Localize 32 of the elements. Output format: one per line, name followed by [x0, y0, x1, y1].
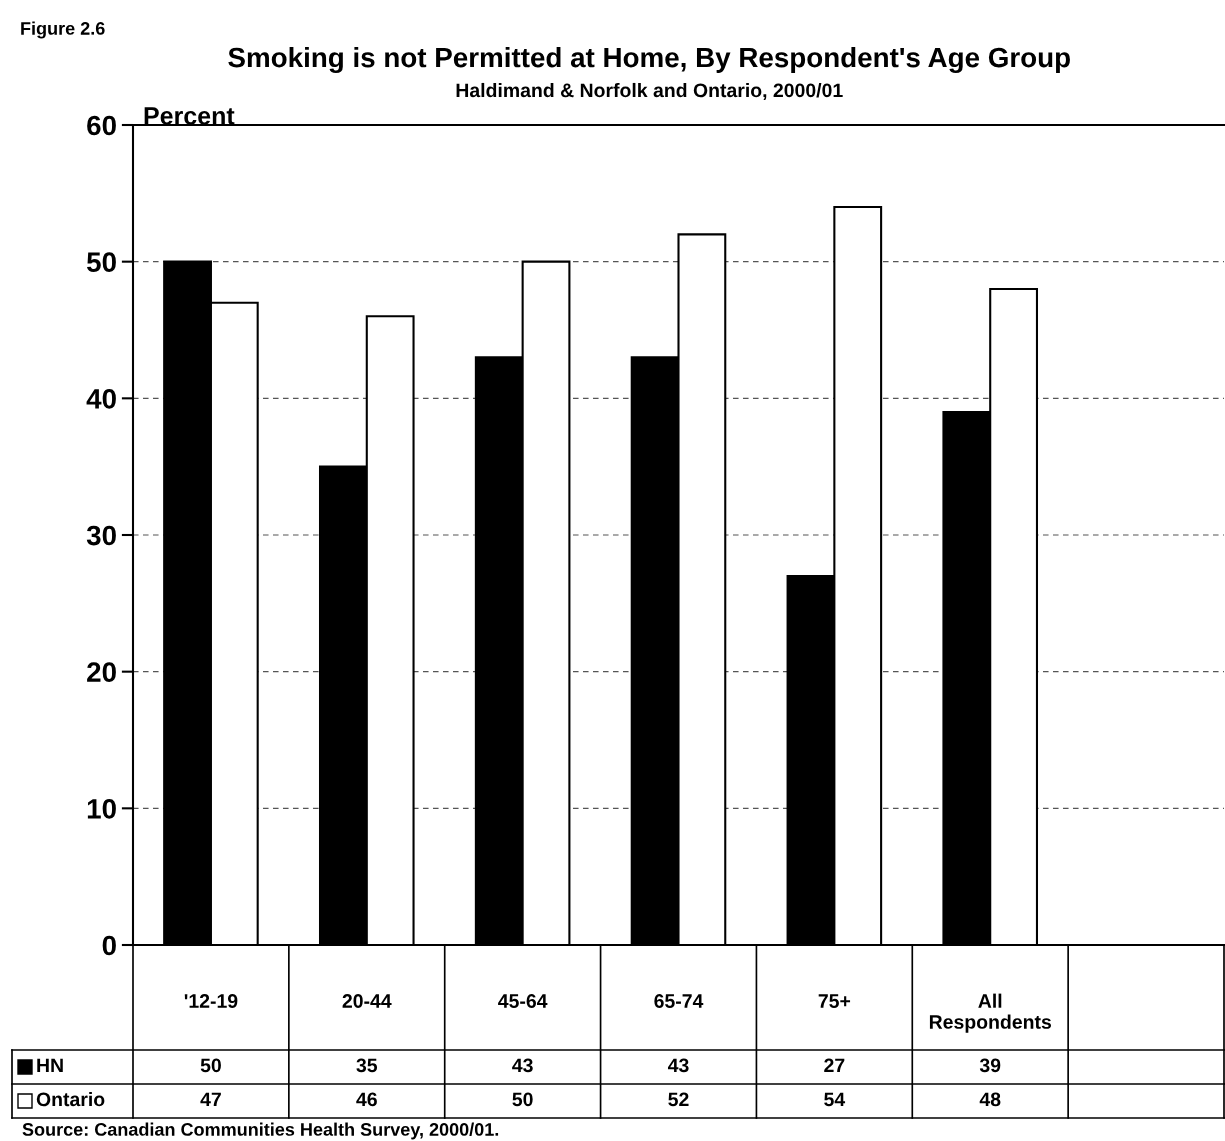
- x-tick-label: '12-19: [184, 994, 238, 1008]
- caption: Figure 2.6: [21, 21, 105, 39]
- data-label: 47: [200, 1092, 221, 1107]
- chart-subtitle: Haldimand & Norfolk and Ontario, 2000/01: [456, 82, 843, 101]
- legend-label: Ontario: [36, 1091, 105, 1107]
- data-label: 46: [356, 1092, 377, 1107]
- y-tick-label: 30: [86, 525, 116, 546]
- data-label: 48: [979, 1092, 1001, 1107]
- source-note: Source: Canadian Communities Health Survey, 2000/01.: [22, 1122, 499, 1140]
- data-label: 43: [667, 1058, 689, 1073]
- data-label: 43: [512, 1058, 533, 1073]
- data-label: 54: [824, 1092, 846, 1107]
- x-tick-label: 45-64: [498, 994, 548, 1008]
- data-label: 50: [512, 1092, 533, 1107]
- y-tick-label: 50: [86, 252, 116, 273]
- y-tick-label: 20: [87, 662, 116, 683]
- y-tick-label: 40: [86, 389, 116, 409]
- y-tick-label: 60: [87, 115, 116, 136]
- x-tick-label: 65-74: [654, 994, 704, 1008]
- y-axis-title: Percent: [144, 107, 235, 125]
- y-tick-label: 0: [102, 935, 116, 956]
- chart-title: Smoking is not Permitted at Home, By Respondent's Age Group: [228, 46, 1070, 74]
- data-label: 27: [824, 1058, 845, 1073]
- data-label: 39: [979, 1058, 1001, 1073]
- y-tick-label: 10: [87, 799, 116, 819]
- data-label: 52: [668, 1092, 689, 1107]
- x-tick-label: 20-44: [342, 994, 392, 1008]
- x-tick-label: All Respondents: [929, 993, 1051, 1033]
- data-label: 50: [200, 1058, 221, 1073]
- data-label: 35: [356, 1058, 378, 1073]
- legend-label: HN: [37, 1058, 63, 1073]
- x-tick-label: 75+: [818, 994, 851, 1008]
